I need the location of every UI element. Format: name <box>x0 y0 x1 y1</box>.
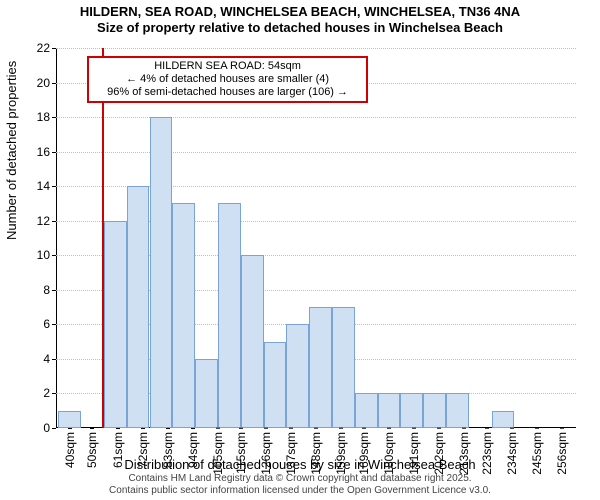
gridline <box>56 48 576 49</box>
histogram-bar <box>104 221 127 428</box>
annotation-larger: 96% of semi-detached houses are larger (… <box>93 86 362 99</box>
title-line-1: HILDERN, SEA ROAD, WINCHELSEA BEACH, WIN… <box>0 4 600 20</box>
y-tick-label: 14 <box>37 179 50 193</box>
x-axis-label: Distribution of detached houses by size … <box>0 457 600 472</box>
histogram-bar <box>150 117 173 428</box>
histogram-bar <box>400 393 423 428</box>
title-line-2: Size of property relative to detached ho… <box>0 20 600 36</box>
histogram-bar <box>378 393 401 428</box>
histogram-bar <box>492 411 515 428</box>
chart-title: HILDERN, SEA ROAD, WINCHELSEA BEACH, WIN… <box>0 4 600 37</box>
histogram-bar <box>195 359 218 428</box>
y-tick-label: 16 <box>37 145 50 159</box>
histogram-bar <box>218 203 241 428</box>
y-tick-label: 18 <box>37 110 50 124</box>
y-tick-label: 2 <box>43 386 50 400</box>
histogram-bar <box>332 307 355 428</box>
y-tick-label: 22 <box>37 41 50 55</box>
y-tick-label: 6 <box>43 317 50 331</box>
chart-container: HILDERN, SEA ROAD, WINCHELSEA BEACH, WIN… <box>0 0 600 500</box>
y-tick-label: 8 <box>43 283 50 297</box>
histogram-bar <box>423 393 446 428</box>
attribution-footer: Contains HM Land Registry data © Crown c… <box>0 473 600 496</box>
gridline <box>56 152 576 153</box>
histogram-bar <box>309 307 332 428</box>
plot-area: 0246810121416182022HILDERN SEA ROAD: 54s… <box>56 48 576 428</box>
gridline <box>56 117 576 118</box>
property-annotation: HILDERN SEA ROAD: 54sqm← 4% of detached … <box>87 56 368 104</box>
footer-line-1: Contains HM Land Registry data © Crown c… <box>0 473 600 485</box>
histogram-bar <box>58 411 81 428</box>
histogram-bar <box>241 255 264 428</box>
y-tick-label: 0 <box>43 421 50 435</box>
histogram-bar <box>355 393 378 428</box>
histogram-bar <box>172 203 195 428</box>
y-tick-label: 10 <box>37 248 50 262</box>
histogram-bar <box>286 324 309 428</box>
y-tick-label: 12 <box>37 214 50 228</box>
annotation-title: HILDERN SEA ROAD: 54sqm <box>93 60 362 73</box>
annotation-smaller: ← 4% of detached houses are smaller (4) <box>93 73 362 86</box>
y-axis-label: Number of detached properties <box>4 61 19 240</box>
property-marker-line <box>102 48 104 428</box>
footer-line-2: Contains public sector information licen… <box>0 485 600 497</box>
histogram-bar <box>127 186 150 428</box>
histogram-bar <box>446 393 469 428</box>
y-tick-label: 20 <box>37 76 50 90</box>
histogram-bar <box>264 342 287 428</box>
y-tick-label: 4 <box>43 352 50 366</box>
